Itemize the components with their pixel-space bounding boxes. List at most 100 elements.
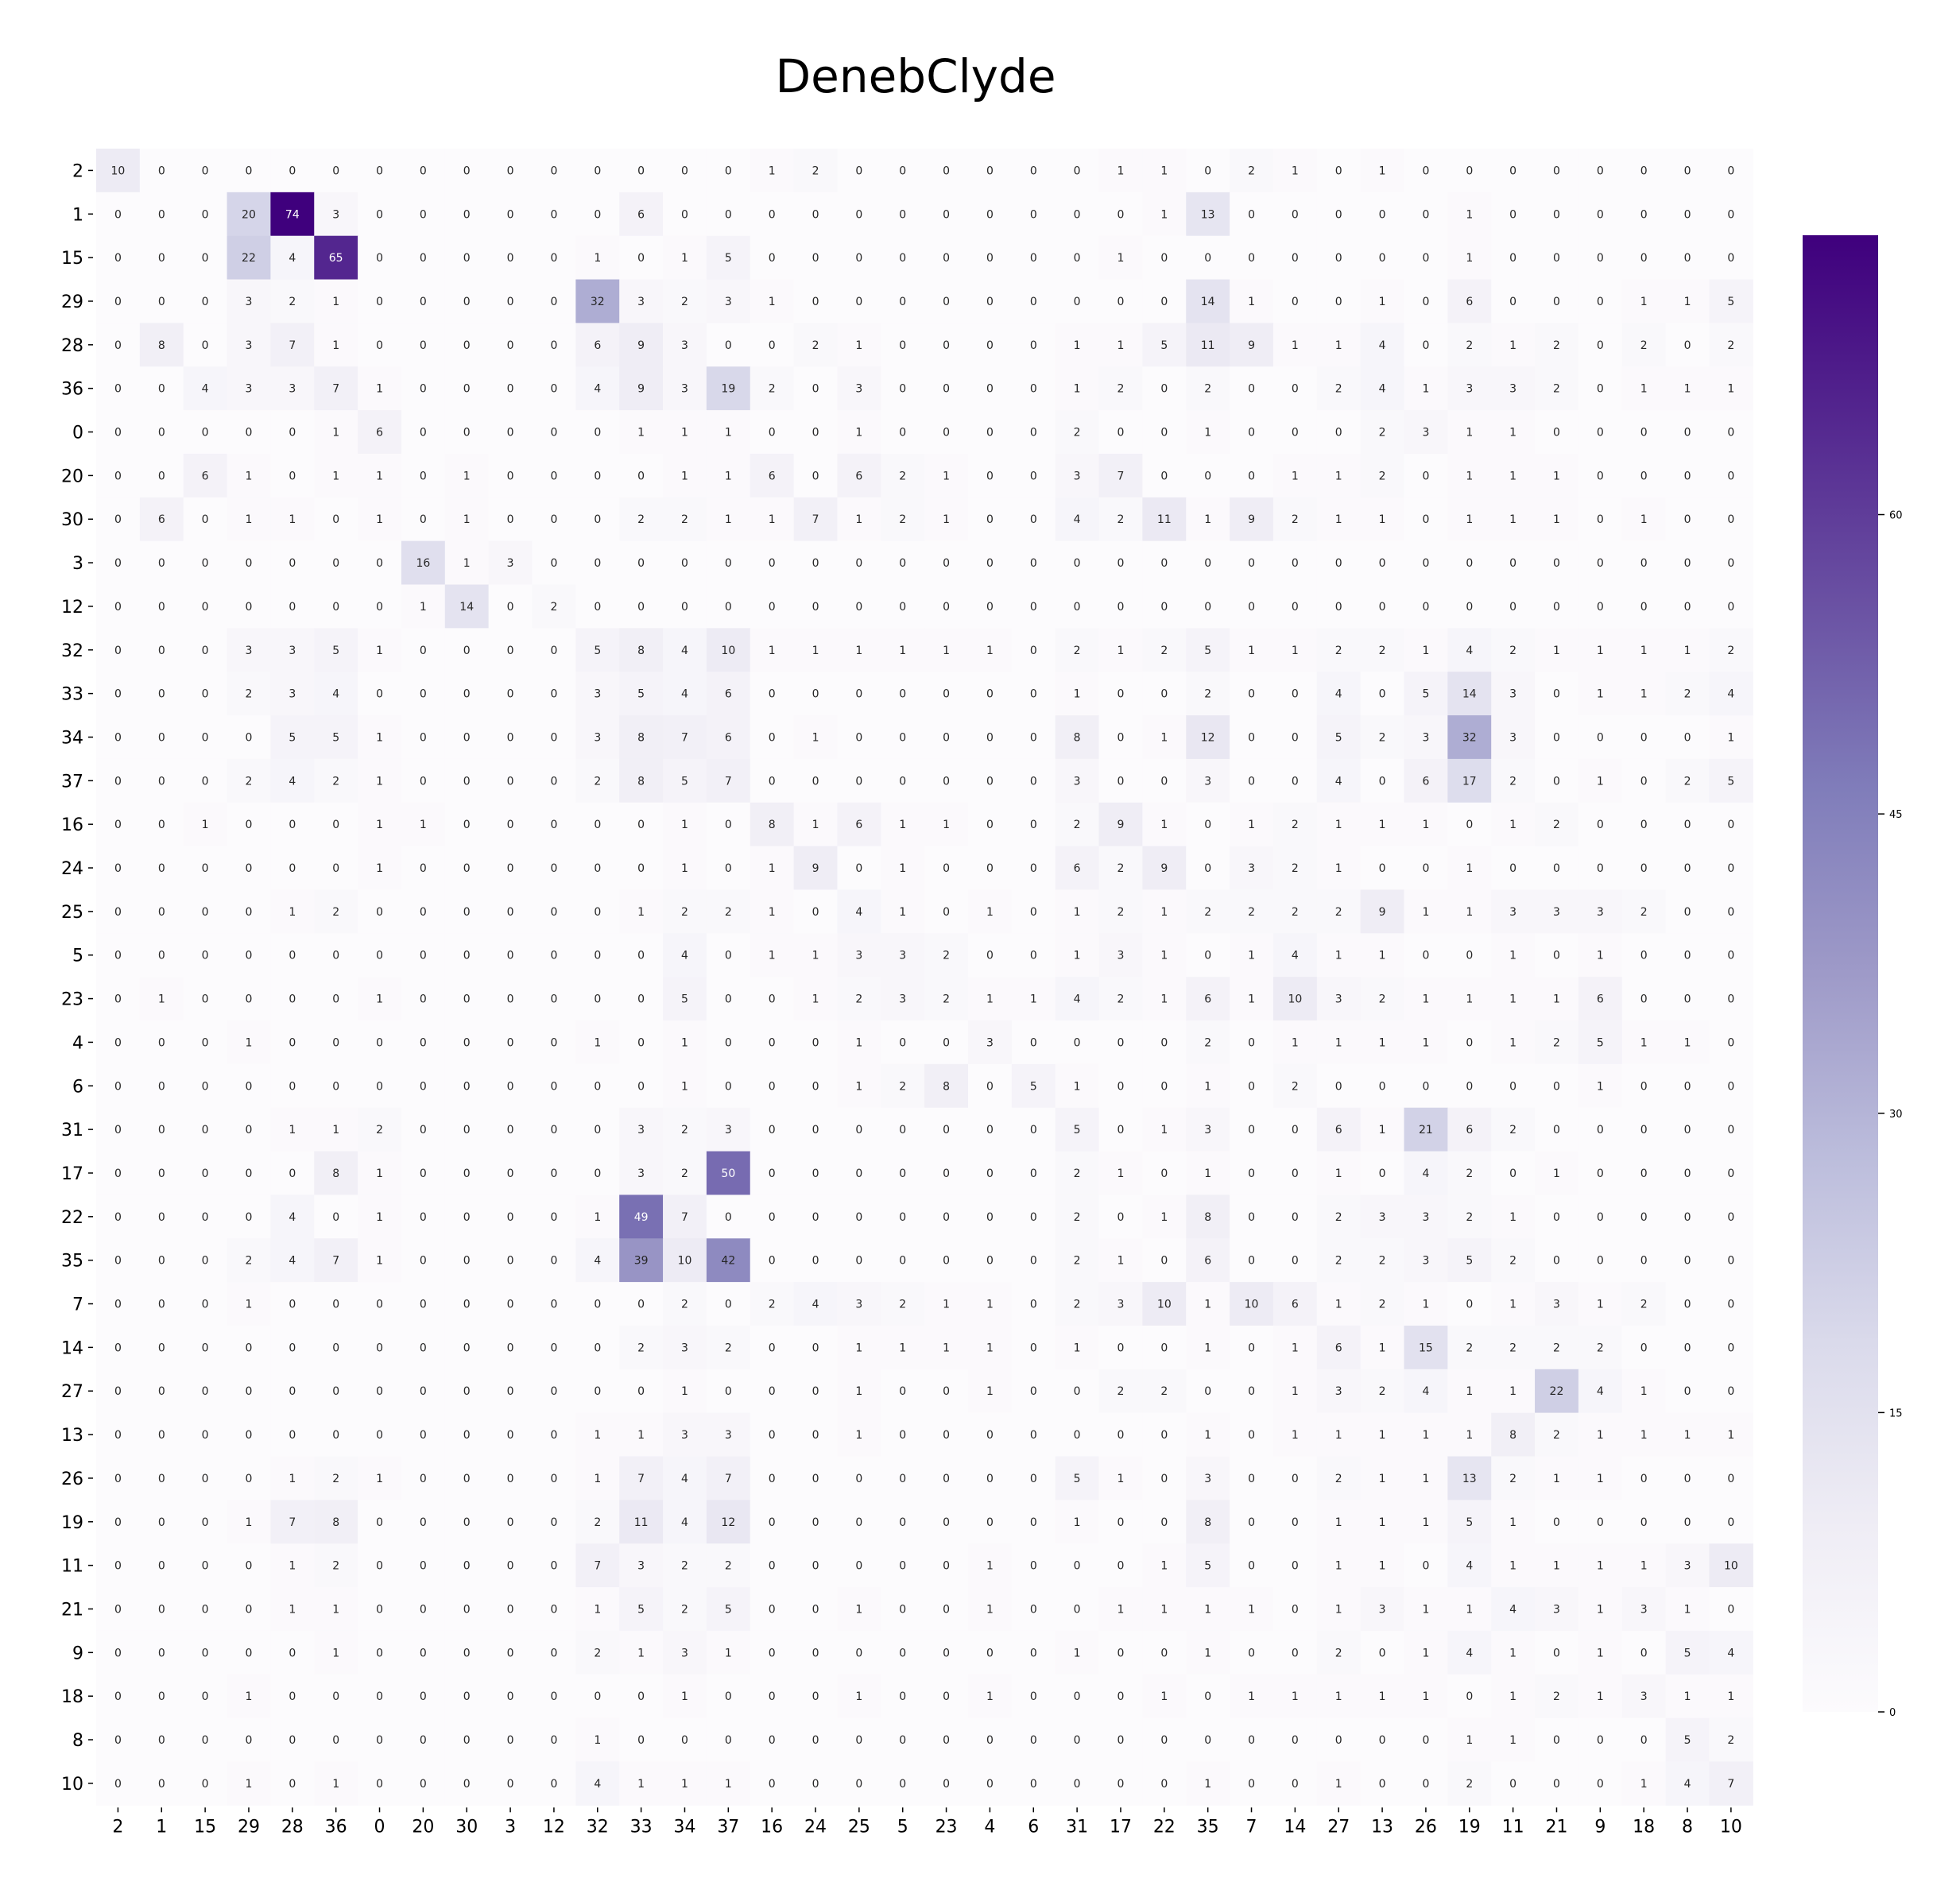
column-tick-label: 25 <box>848 1817 870 1837</box>
cell-annotation: 9 <box>1160 862 1168 875</box>
cell-annotation: 0 <box>158 1647 165 1659</box>
cell-annotation: 0 <box>943 601 950 614</box>
heatmap-cell <box>1491 672 1536 716</box>
heatmap-cell <box>881 453 925 498</box>
cell-annotation: 0 <box>1118 427 1125 439</box>
cell-annotation: 0 <box>1597 252 1604 265</box>
cell-annotation: 0 <box>769 1211 776 1224</box>
cell-annotation: 0 <box>1030 1647 1037 1659</box>
heatmap-cell <box>532 410 576 455</box>
heatmap-cell <box>750 192 795 237</box>
cell-annotation: 0 <box>899 1734 906 1747</box>
cell-annotation: 13 <box>1462 1473 1477 1485</box>
cell-annotation: 1 <box>1684 645 1691 657</box>
cell-annotation: 0 <box>550 339 557 352</box>
heatmap-cell <box>1535 628 1579 672</box>
heatmap-cell <box>401 410 446 455</box>
heatmap-cell <box>575 540 620 586</box>
heatmap-cell <box>1230 1063 1274 1109</box>
cell-annotation: 0 <box>114 1603 122 1616</box>
cell-annotation: 0 <box>507 1211 514 1224</box>
heatmap-cell <box>663 192 707 237</box>
heatmap-cell <box>1535 235 1579 281</box>
cell-annotation: 0 <box>550 1603 557 1616</box>
heatmap-cell <box>96 192 141 237</box>
cell-annotation: 0 <box>899 731 906 744</box>
cell-annotation: 0 <box>1204 862 1211 875</box>
cell-annotation: 1 <box>289 1603 296 1616</box>
heatmap-cell <box>1230 497 1274 542</box>
cell-annotation: 0 <box>507 993 514 1006</box>
cell-annotation: 0 <box>769 1603 776 1616</box>
heatmap-cell <box>488 540 533 586</box>
heatmap-cell <box>227 977 271 1021</box>
cell-annotation: 1 <box>246 1516 253 1529</box>
cell-annotation: 0 <box>637 862 645 875</box>
cell-annotation: 0 <box>420 950 427 962</box>
cell-annotation: 8 <box>1509 1429 1516 1442</box>
cell-annotation: 0 <box>1292 557 1299 570</box>
heatmap-cell <box>183 540 228 586</box>
cell-annotation: 0 <box>463 1690 471 1703</box>
cell-annotation: 0 <box>114 688 122 701</box>
heatmap-cell <box>444 235 490 281</box>
heatmap-cell <box>1011 366 1056 411</box>
heatmap-cell <box>270 715 315 760</box>
cell-annotation: 0 <box>376 906 383 919</box>
cell-annotation: 1 <box>1466 470 1473 482</box>
cell-annotation: 1 <box>1727 383 1734 396</box>
heatmap-cell <box>1447 540 1492 586</box>
cell-annotation: 0 <box>725 1211 732 1224</box>
heatmap-cell <box>1055 497 1100 542</box>
cell-annotation: 2 <box>1074 1299 1081 1311</box>
cell-annotation: 0 <box>1640 731 1648 744</box>
cell-annotation: 1 <box>1466 1429 1473 1442</box>
heatmap-cell <box>444 453 490 498</box>
cell-annotation: 0 <box>594 1124 601 1136</box>
row-tick-label: 33 <box>61 685 83 705</box>
cell-annotation: 0 <box>1335 601 1342 614</box>
cell-annotation: 0 <box>594 906 601 919</box>
cell-annotation: 0 <box>855 1647 862 1659</box>
cell-annotation: 0 <box>1379 557 1386 570</box>
heatmap-cell <box>1535 192 1579 237</box>
column-tick-label: 26 <box>1415 1817 1437 1837</box>
heatmap-cell <box>750 715 795 760</box>
heatmap-cell <box>227 497 271 542</box>
heatmap-cell <box>1447 279 1492 323</box>
heatmap-cell <box>750 497 795 542</box>
cell-annotation: 1 <box>1466 906 1473 919</box>
cell-annotation: 0 <box>246 1560 253 1573</box>
heatmap-cell <box>488 802 533 847</box>
cell-annotation: 0 <box>507 775 514 788</box>
cell-annotation: 0 <box>594 1299 601 1311</box>
column-tick-label: 13 <box>1371 1817 1393 1837</box>
cell-annotation: 8 <box>332 1516 339 1529</box>
cell-annotation: 1 <box>1074 1342 1081 1354</box>
heatmap-cell <box>837 149 881 193</box>
cell-annotation: 1 <box>1118 1167 1125 1180</box>
cell-annotation: 2 <box>1248 165 1255 177</box>
cell-annotation: 4 <box>289 1255 296 1268</box>
cell-annotation: 5 <box>1684 1647 1691 1659</box>
cell-annotation: 0 <box>594 993 601 1006</box>
heatmap-cell <box>488 497 533 542</box>
cell-annotation: 0 <box>899 601 906 614</box>
heatmap-cell <box>227 1020 271 1065</box>
heatmap-cell <box>881 802 925 847</box>
cell-annotation: 0 <box>1030 1734 1037 1747</box>
cell-annotation: 1 <box>1074 339 1081 352</box>
cell-annotation: 0 <box>463 1647 471 1659</box>
cell-annotation: 2 <box>1509 1124 1516 1136</box>
cell-annotation: 1 <box>1335 513 1342 526</box>
row-tick-label: 37 <box>61 772 83 792</box>
cell-annotation: 0 <box>114 1080 122 1093</box>
cell-annotation: 0 <box>1553 1778 1560 1791</box>
cell-annotation: 0 <box>812 1560 819 1573</box>
heatmap-cell <box>619 715 664 760</box>
heatmap-cell <box>401 497 446 542</box>
cell-annotation: 1 <box>1597 1429 1604 1442</box>
cell-annotation: 0 <box>899 1385 906 1398</box>
heatmap-cell <box>488 235 533 281</box>
cell-annotation: 12 <box>1201 731 1215 744</box>
